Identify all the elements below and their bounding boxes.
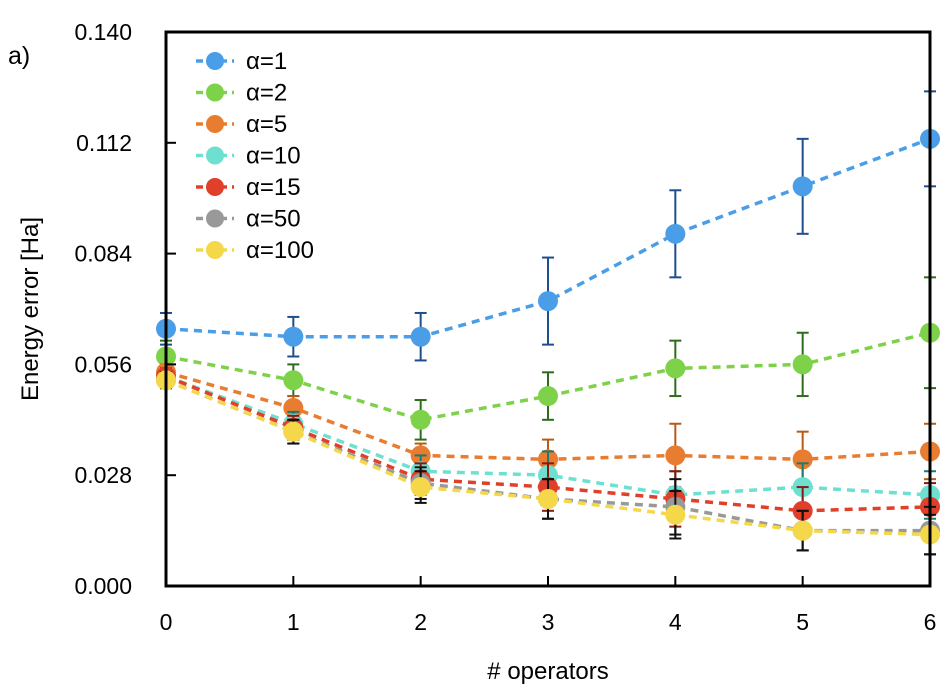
legend: α=1 α=2 α=5 α=10 α=15 α=50 α=100 bbox=[196, 48, 314, 264]
legend-item: α=2 bbox=[196, 80, 287, 107]
y-tick-label: 0.056 bbox=[74, 351, 132, 377]
legend-marker bbox=[206, 52, 224, 70]
data-point bbox=[792, 449, 813, 470]
legend-label: α=5 bbox=[246, 111, 287, 138]
data-point bbox=[792, 520, 813, 541]
legend-marker bbox=[206, 241, 224, 259]
data-point bbox=[665, 223, 686, 244]
data-point bbox=[538, 488, 558, 509]
data-point bbox=[283, 370, 304, 391]
x-tick-label: 1 bbox=[287, 609, 300, 635]
plot-area bbox=[156, 90, 940, 556]
axes: 0 1 2 3 4 5 6 0.000 0.028 0.056 0.084 0.112 0.140 bbox=[74, 19, 936, 635]
legend-item: α=1 bbox=[196, 48, 287, 75]
data-point bbox=[665, 358, 686, 379]
y-tick-label: 0.084 bbox=[74, 241, 132, 267]
data-point bbox=[538, 291, 558, 312]
x-tick-label: 3 bbox=[542, 609, 555, 635]
data-point bbox=[792, 354, 813, 375]
data-point bbox=[665, 504, 686, 525]
x-tick-label: 6 bbox=[924, 609, 937, 635]
x-tick-label: 4 bbox=[669, 609, 682, 635]
legend-label: α=2 bbox=[246, 80, 287, 107]
y-tick-label: 0.000 bbox=[74, 573, 132, 599]
data-point bbox=[538, 386, 558, 407]
data-point bbox=[792, 176, 813, 197]
data-point bbox=[283, 397, 304, 418]
legend-label: α=50 bbox=[246, 206, 301, 233]
legend-item: α=5 bbox=[196, 111, 287, 138]
x-tick-label: 2 bbox=[414, 609, 427, 635]
series-7 bbox=[156, 370, 940, 556]
legend-marker bbox=[206, 115, 224, 133]
y-tick-label: 0.140 bbox=[74, 19, 132, 45]
legend-item: α=10 bbox=[196, 143, 301, 170]
panel-label: a) bbox=[8, 42, 30, 70]
data-point bbox=[410, 477, 431, 498]
data-point bbox=[283, 326, 304, 347]
legend-item: α=100 bbox=[196, 237, 314, 264]
legend-label: α=10 bbox=[246, 143, 301, 170]
legend-label: α=100 bbox=[246, 237, 314, 264]
legend-marker bbox=[206, 178, 224, 196]
legend-marker bbox=[206, 146, 224, 165]
legend-marker bbox=[206, 83, 224, 102]
x-axis-title: # operators bbox=[487, 658, 608, 685]
legend-item: α=15 bbox=[196, 174, 301, 201]
legend-item: α=50 bbox=[196, 206, 301, 233]
legend-label: α=1 bbox=[246, 48, 287, 75]
y-tick-label: 0.112 bbox=[76, 130, 132, 156]
y-axis-title: Energy error [Ha] bbox=[17, 217, 44, 401]
legend-label: α=15 bbox=[246, 174, 301, 201]
series-1 bbox=[156, 90, 940, 362]
x-tick-label: 0 bbox=[160, 609, 173, 635]
legend-marker bbox=[206, 209, 224, 228]
data-point bbox=[283, 421, 304, 442]
data-point bbox=[410, 409, 431, 430]
x-tick-label: 5 bbox=[796, 609, 809, 635]
data-point bbox=[410, 326, 431, 347]
data-point bbox=[665, 445, 686, 466]
y-tick-label: 0.028 bbox=[74, 462, 132, 488]
